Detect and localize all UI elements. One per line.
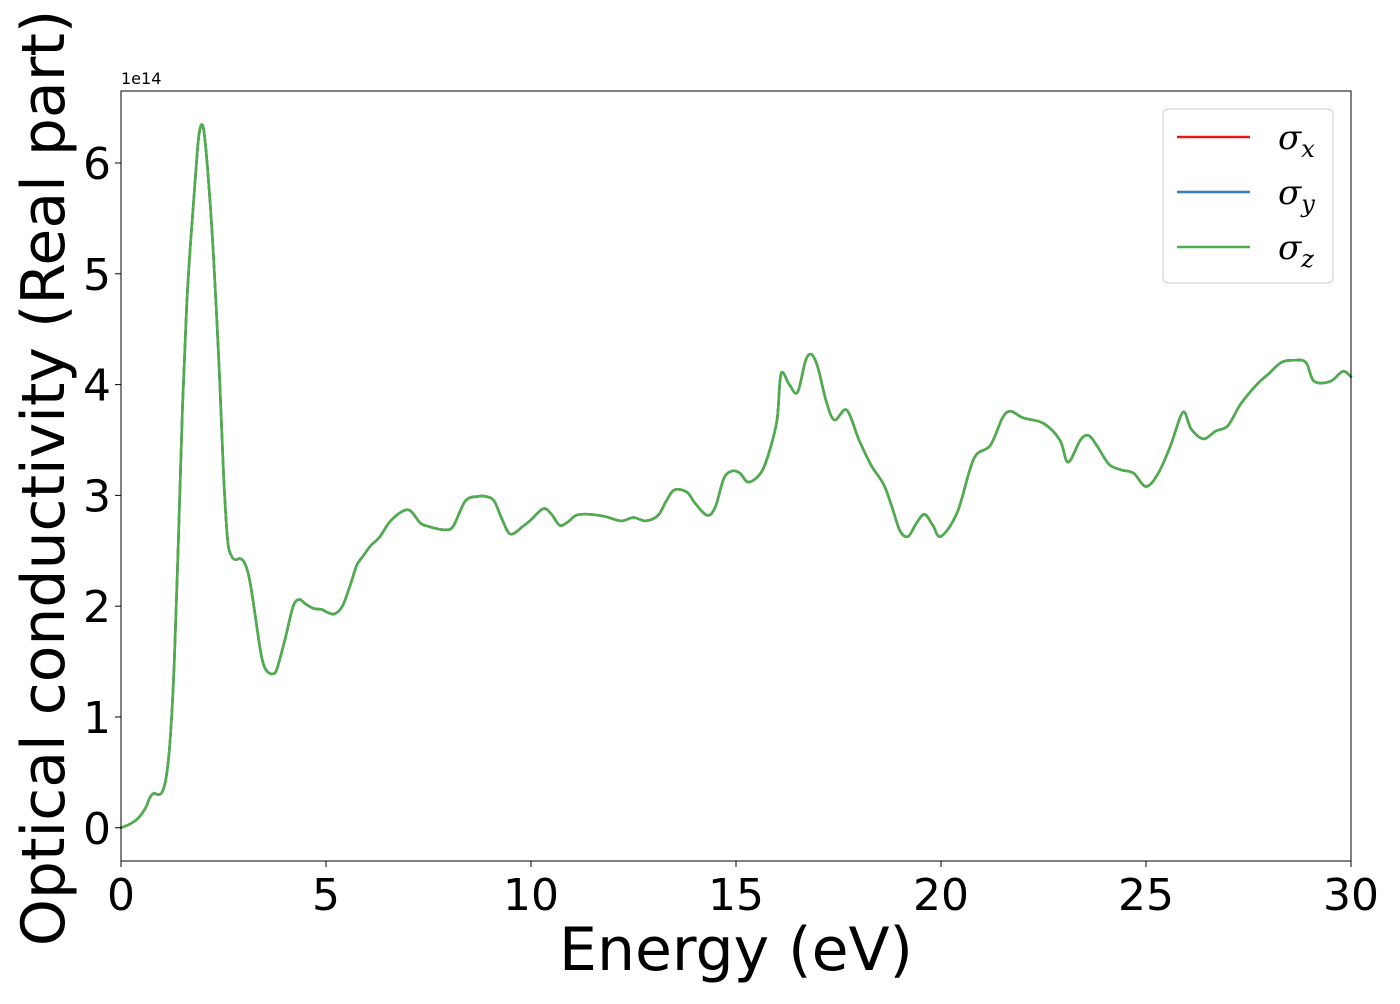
- x-tick-label: 20: [913, 870, 969, 921]
- y-tick-label: 2: [83, 582, 111, 633]
- y-tick-label: 4: [83, 361, 111, 412]
- x-tick-label: 0: [107, 870, 135, 921]
- series-layer: [119, 123, 1353, 830]
- y-tick-label: 0: [83, 804, 111, 855]
- series-line-z: [119, 123, 1353, 830]
- y-tick-label: 6: [83, 139, 111, 190]
- x-tick-label: 15: [708, 870, 764, 921]
- y-axis: 0 1 2 3 4 5 6: [83, 139, 121, 855]
- legend-label-x: σx: [1278, 118, 1315, 163]
- x-axis: 0 5 10 15 20 25 30: [107, 861, 1379, 921]
- y-tick-label: 3: [83, 471, 111, 522]
- legend-box: [1162, 108, 1334, 284]
- legend-label-z: σz: [1278, 228, 1314, 273]
- x-tick-label: 10: [503, 870, 559, 921]
- x-tick-label: 25: [1118, 870, 1174, 921]
- x-tick-label: 5: [312, 870, 340, 921]
- y-axis-title: Optical conductivity (Real part): [9, 10, 79, 947]
- x-tick-label: 30: [1323, 870, 1379, 921]
- y-tick-label: 5: [83, 250, 111, 301]
- legend: σx σy σz: [1162, 108, 1334, 284]
- x-axis-title: Energy (eV): [559, 915, 913, 985]
- legend-label-y: σy: [1278, 173, 1315, 218]
- y-tick-label: 1: [83, 693, 111, 744]
- plot-area: [121, 91, 1351, 861]
- y-offset-label: 1e14: [121, 69, 161, 88]
